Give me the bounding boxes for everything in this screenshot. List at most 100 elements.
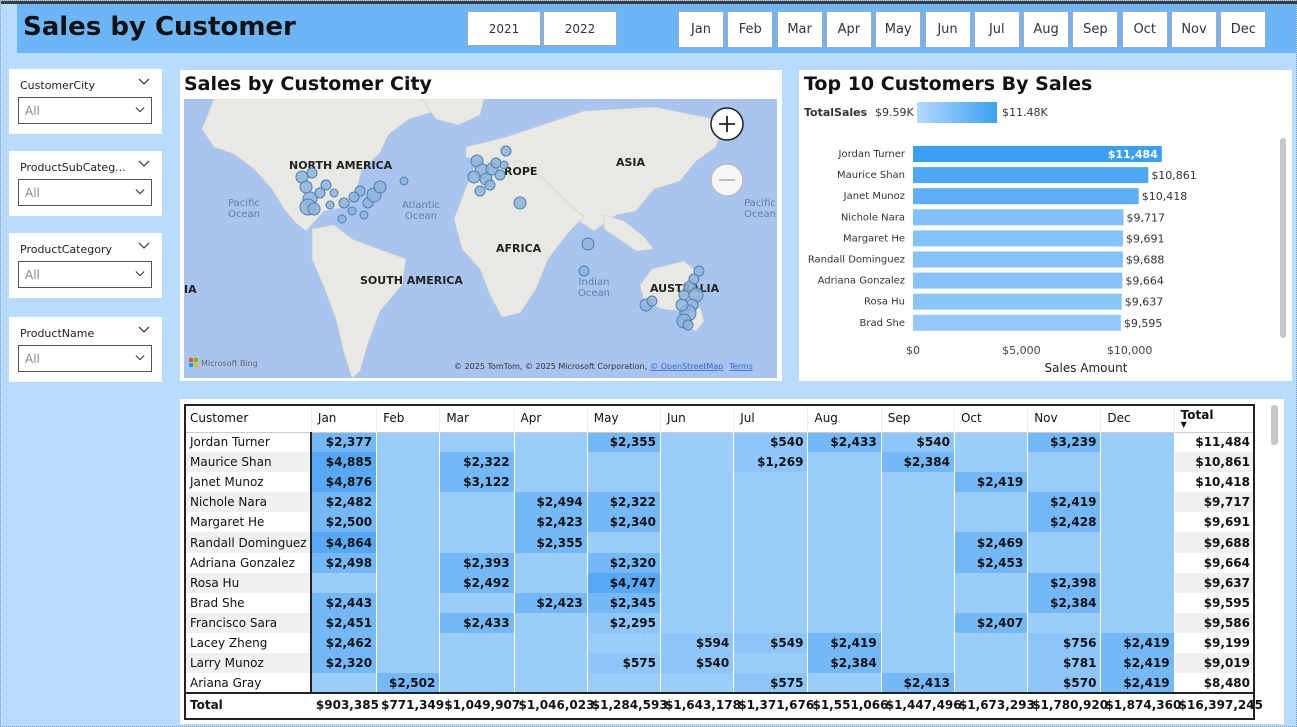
city-bubble[interactable] — [325, 200, 335, 210]
bar[interactable] — [913, 272, 1123, 289]
table-row[interactable]: Larry Munoz $2,320 $575 $540 $2,384 $781 $2,41… — [184, 653, 1256, 674]
city-bubble[interactable] — [484, 179, 496, 191]
column-header-total[interactable]: Total ▼ — [1174, 404, 1256, 432]
year-button-2021[interactable]: 2021 — [467, 11, 541, 46]
table-row[interactable]: Adriana Gonzalez $2,498 $2,393 $2,320 $2,453… — [184, 552, 1256, 573]
month-button-jan[interactable]: Jan — [678, 11, 724, 48]
chevron-down-icon[interactable] — [138, 323, 150, 337]
column-header-jul[interactable]: Jul — [733, 404, 809, 432]
column-header-sep[interactable]: Sep — [881, 404, 955, 432]
city-bubble[interactable] — [513, 196, 527, 210]
slicer-dropdown[interactable]: All — [18, 179, 152, 206]
zoom-in-button[interactable] — [710, 107, 744, 141]
column-header-oct[interactable]: Oct — [954, 404, 1029, 432]
city-bubble[interactable] — [399, 176, 409, 186]
table-row[interactable]: Randall Dominguez $4,864 $2,355 $2,469 $9,68… — [184, 532, 1256, 553]
month-button-mar[interactable]: Mar — [776, 11, 823, 48]
bar[interactable] — [913, 251, 1123, 268]
city-bubble[interactable] — [581, 237, 595, 251]
column-header-aug[interactable]: Aug — [807, 404, 882, 432]
month-button-oct[interactable]: Oct — [1121, 11, 1168, 48]
city-bubble[interactable] — [499, 160, 509, 170]
month-button-aug[interactable]: Aug — [1023, 11, 1070, 48]
month-button-nov[interactable]: Nov — [1171, 11, 1217, 48]
top10-bar-visual[interactable]: Top 10 Customers By Sales TotalSales $9.… — [799, 70, 1292, 381]
slicer-dropdown[interactable]: All — [18, 261, 152, 288]
osm-link[interactable]: © OpenStreetMap — [650, 362, 723, 371]
city-bubble[interactable] — [348, 191, 360, 203]
city-bubble[interactable] — [646, 295, 658, 307]
chevron-down-icon[interactable] — [138, 157, 150, 171]
city-bubble[interactable] — [688, 273, 700, 285]
sort-desc-icon[interactable]: ▼ — [1180, 419, 1187, 429]
city-bubble[interactable] — [373, 180, 387, 194]
bar[interactable] — [913, 209, 1124, 226]
month-button-sep[interactable]: Sep — [1072, 11, 1119, 48]
column-header-jan[interactable]: Jan — [311, 404, 378, 432]
world-map[interactable]: NORTH AMERICA ROPE ASIA AFRICA SOUTH AME… — [184, 99, 777, 378]
city-bubble[interactable] — [500, 145, 512, 157]
city-bubble[interactable] — [359, 210, 369, 220]
month-button-jul[interactable]: Jul — [973, 11, 1020, 48]
zoom-out-button[interactable] — [710, 163, 744, 197]
table-row[interactable]: Lacey Zheng $2,462 $594 $549 $2,419 $756 $2,41… — [184, 632, 1256, 654]
table-row[interactable]: Jordan Turner $2,377 $2,355 $540 $2,433 $540 $… — [184, 432, 1256, 453]
slicer-dropdown[interactable]: All — [18, 97, 152, 124]
year-button-2022[interactable]: 2022 — [543, 11, 617, 46]
column-header-feb[interactable]: Feb — [376, 404, 441, 432]
bar[interactable] — [913, 167, 1149, 184]
bar[interactable] — [913, 230, 1123, 247]
city-bubble[interactable] — [307, 202, 321, 216]
month-cell — [439, 492, 515, 513]
city-bubble[interactable] — [578, 265, 590, 277]
matrix-visual[interactable]: Customer Jan Feb Mar Apr May Jun Jul Aug Sep Oct No… — [180, 399, 1284, 724]
table-row[interactable]: Rosa Hu $2,492 $4,747 $2,398 $9,637 — [184, 572, 1256, 593]
city-bubble[interactable] — [306, 167, 318, 179]
city-bubble[interactable] — [682, 319, 694, 331]
table-row[interactable]: Janet Munoz $4,876 $3,122 $2,419 $10,418 — [184, 472, 1256, 493]
column-header-customer[interactable]: Customer — [184, 404, 312, 432]
month-button-dec[interactable]: Dec — [1220, 11, 1267, 48]
column-header-mar[interactable]: Mar — [439, 404, 515, 432]
slicer-dropdown[interactable]: All — [18, 345, 152, 372]
city-bubble[interactable] — [314, 187, 326, 199]
column-header-dec[interactable]: Dec — [1100, 404, 1175, 432]
city-bubble[interactable] — [338, 197, 350, 209]
bar[interactable] — [913, 188, 1139, 205]
bar[interactable] — [913, 146, 1162, 162]
column-header-may[interactable]: May — [587, 404, 662, 432]
city-bubble[interactable] — [675, 298, 689, 312]
table-row[interactable]: Maurice Shan $4,885 $2,322 $1,269 $2,384 $10,… — [184, 452, 1256, 473]
bar[interactable] — [913, 314, 1121, 331]
chevron-down-icon[interactable] — [138, 239, 150, 253]
table-row[interactable]: Ariana Gray $2,502 $575 $2,413 $570 $2,419 $8,… — [184, 673, 1256, 694]
city-bubble[interactable] — [299, 180, 313, 194]
city-bubble[interactable] — [678, 289, 690, 301]
map-visual[interactable]: Sales by Customer City NORTH AMERICA ROP… — [180, 70, 782, 381]
city-bubble[interactable] — [320, 179, 332, 191]
city-bubble[interactable] — [474, 185, 486, 197]
bar-scrollbar[interactable] — [1280, 138, 1286, 338]
city-bubble[interactable] — [329, 188, 339, 198]
column-header-nov[interactable]: Nov — [1027, 404, 1102, 432]
city-bubble[interactable] — [693, 265, 705, 277]
table-row[interactable]: Brad She $2,443 $2,423 $2,345 $2,384 $9,595 — [184, 592, 1256, 613]
column-header-apr[interactable]: Apr — [514, 404, 588, 432]
city-bubble[interactable] — [494, 169, 506, 181]
city-bubble[interactable] — [490, 157, 502, 169]
month-button-may[interactable]: May — [875, 11, 922, 48]
table-row[interactable]: Nichole Nara $2,482 $2,494 $2,322 $2,419 $9,7… — [184, 492, 1256, 513]
table-row[interactable]: Margaret He $2,500 $2,423 $2,340 $2,428 $9,69… — [184, 512, 1256, 533]
chevron-down-icon[interactable] — [138, 75, 150, 89]
month-button-jun[interactable]: Jun — [924, 11, 971, 48]
month-button-feb[interactable]: Feb — [727, 11, 774, 48]
matrix-scrollbar[interactable] — [1271, 405, 1278, 445]
bar[interactable] — [913, 293, 1122, 310]
city-bubble[interactable] — [467, 170, 481, 184]
table-row[interactable]: Francisco Sara $2,451 $2,433 $2,295 $2,407 $9… — [184, 612, 1256, 633]
column-header-jun[interactable]: Jun — [660, 404, 735, 432]
city-bubble[interactable] — [337, 214, 347, 224]
month-button-apr[interactable]: Apr — [825, 11, 872, 48]
city-bubble[interactable] — [347, 206, 357, 216]
terms-link[interactable]: Terms — [728, 362, 753, 371]
